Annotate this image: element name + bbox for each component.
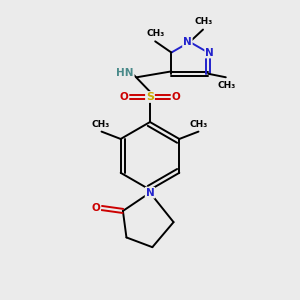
Text: N: N: [183, 37, 192, 47]
Text: O: O: [120, 92, 128, 102]
Text: HN: HN: [116, 68, 134, 78]
Text: N: N: [205, 47, 214, 58]
Text: CH₃: CH₃: [217, 81, 236, 90]
Text: CH₃: CH₃: [92, 120, 110, 129]
Text: O: O: [92, 203, 100, 213]
Text: CH₃: CH₃: [190, 120, 208, 129]
Text: S: S: [146, 92, 154, 102]
Text: CH₃: CH₃: [146, 29, 164, 38]
Text: CH₃: CH₃: [194, 17, 213, 26]
Text: N: N: [146, 188, 154, 198]
Text: O: O: [172, 92, 180, 102]
